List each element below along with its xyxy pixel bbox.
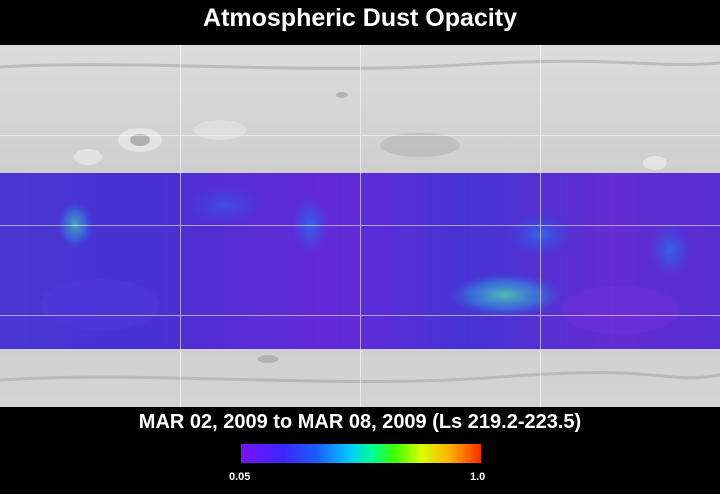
mars-dust-map: [0, 45, 720, 407]
colorbar-min-label: 0.05: [229, 471, 251, 483]
lat-lon-grid: [0, 45, 720, 407]
date-range-label: MAR 02, 2009 to MAR 08, 2009 (Ls 219.2-2…: [138, 411, 582, 433]
terrain-features: [0, 59, 720, 384]
dust-spot-far-east: [648, 222, 692, 278]
map-canvas: [0, 45, 720, 407]
dust-hotspot-hellas: [447, 273, 563, 317]
map-title: Atmospheric Dust Opacity: [203, 4, 517, 32]
colorbar-max-label: 1.0: [470, 471, 486, 483]
opacity-colorbar: [241, 444, 481, 463]
